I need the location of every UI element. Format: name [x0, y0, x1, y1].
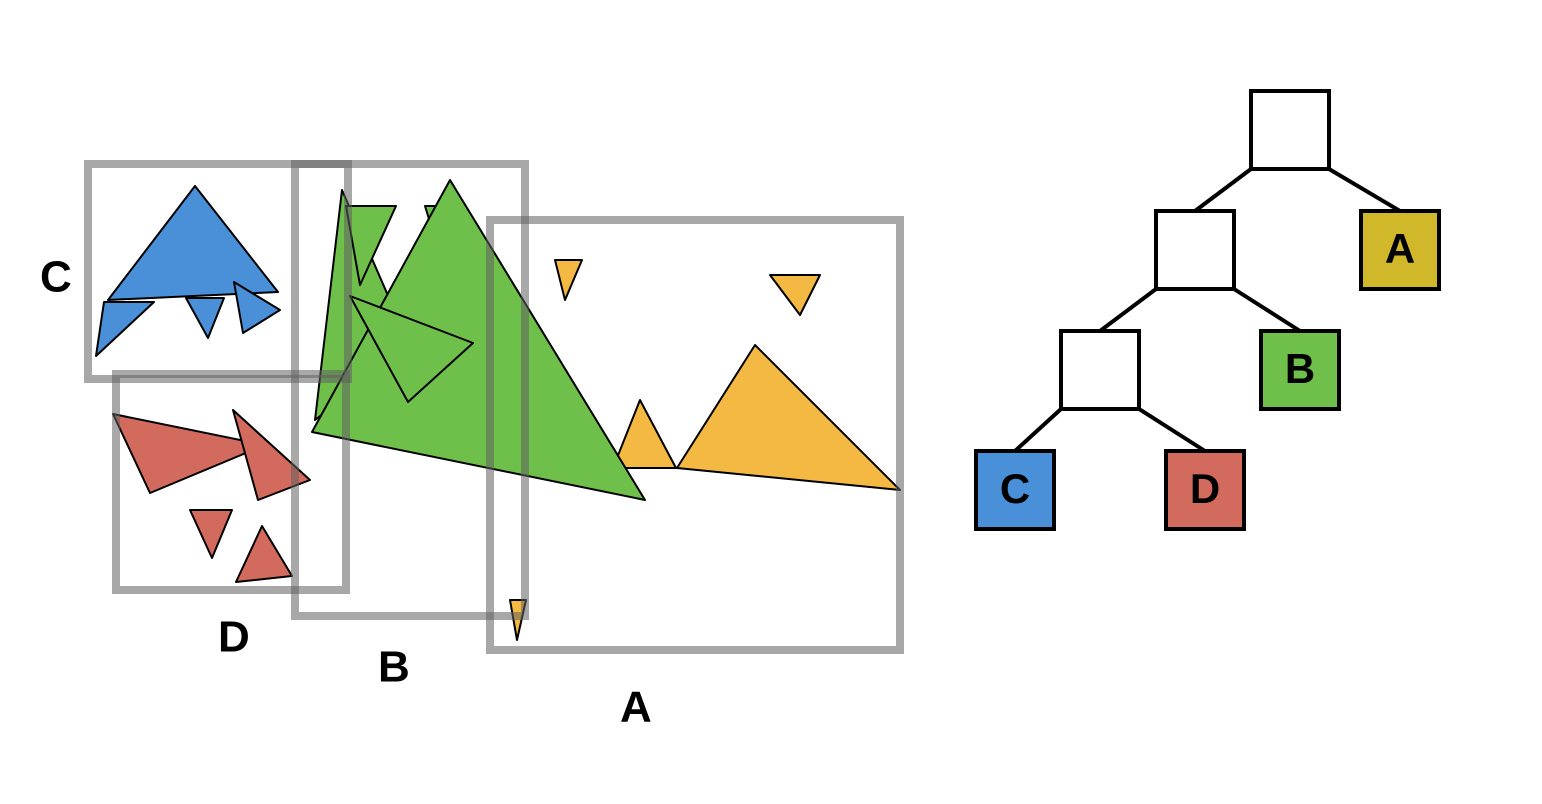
bvh-tree: A B C D — [976, 91, 1439, 529]
tree-node-n3 — [1061, 331, 1139, 409]
bounding-box-label-B: B — [378, 643, 410, 692]
tree-node-root — [1251, 91, 1329, 169]
triangle-blue-10 — [108, 186, 278, 300]
tree-edge-n2-B — [1234, 289, 1300, 331]
triangle-yellow-4 — [677, 345, 900, 490]
triangles-group — [96, 180, 900, 640]
tree-edge-root-n2 — [1195, 169, 1251, 211]
diagram-canvas: A B C D A B C D — [0, 0, 1542, 804]
triangle-red-17 — [236, 526, 292, 582]
triangle-yellow-2 — [613, 400, 676, 468]
tree-node-label-C: C — [1000, 465, 1030, 512]
bounding-box-label-D: D — [218, 613, 250, 662]
bounding-box-label-A: A — [620, 683, 652, 732]
tree-node-label-A: A — [1385, 225, 1415, 272]
tree-node-label-B: B — [1285, 345, 1315, 392]
tree-edge-n3-C — [1015, 409, 1061, 451]
triangle-yellow-0 — [770, 275, 820, 315]
tree-node-label-D: D — [1190, 465, 1220, 512]
tree-edge-n2-n3 — [1100, 289, 1156, 331]
tree-edge-n3-D — [1139, 409, 1205, 451]
tree-edge-root-A — [1329, 169, 1400, 211]
triangle-blue-11 — [96, 302, 154, 356]
bounding-box-label-C: C — [40, 253, 72, 302]
triangle-yellow-1 — [555, 260, 582, 300]
triangle-blue-12 — [186, 298, 224, 338]
triangle-red-16 — [190, 510, 232, 558]
tree-node-n2 — [1156, 211, 1234, 289]
